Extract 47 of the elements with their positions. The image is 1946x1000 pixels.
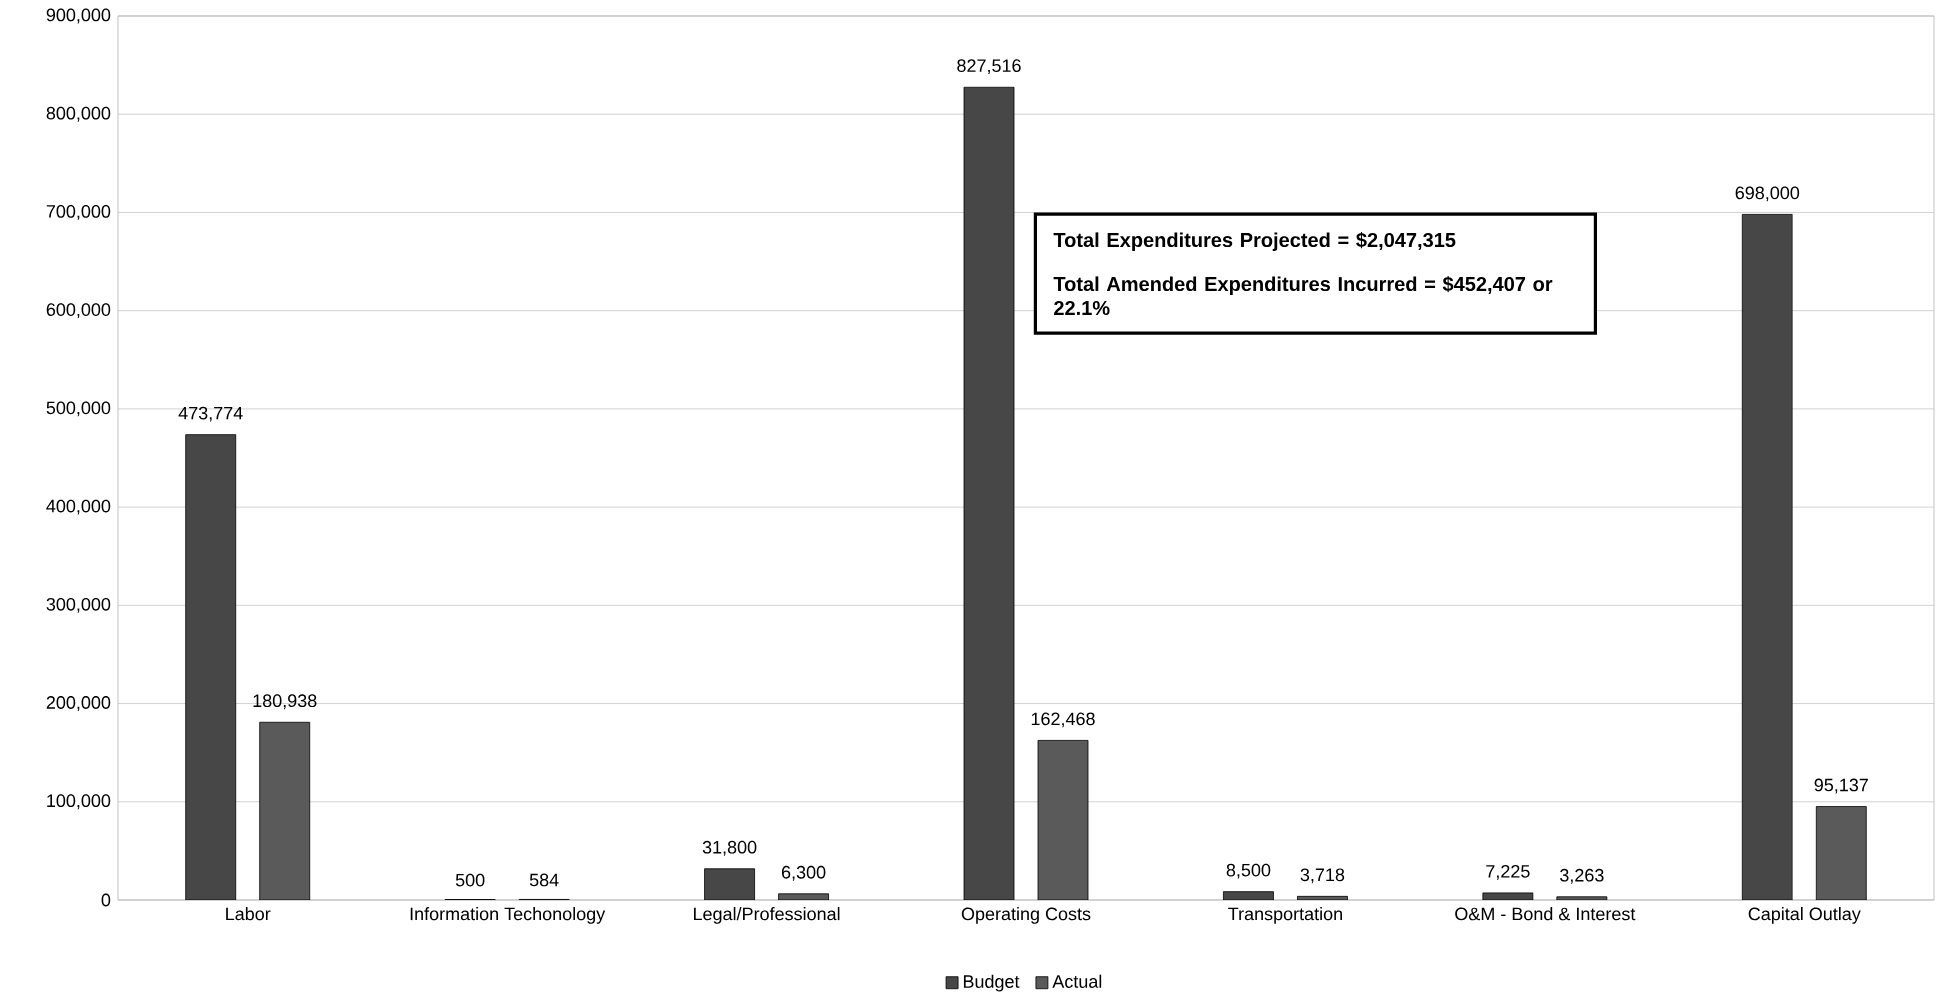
y-tick-label: 600,000 [46, 303, 111, 319]
data-label: 698,000 [1735, 186, 1800, 202]
bar [1741, 214, 1793, 900]
data-label: 31,800 [702, 840, 757, 856]
bar [704, 868, 755, 900]
data-label: 6,300 [781, 865, 826, 881]
data-label: 500 [455, 873, 485, 887]
y-tick-label: 800,000 [46, 106, 111, 122]
bar [259, 721, 311, 900]
bar [1037, 740, 1089, 900]
data-label: 3,263 [1560, 868, 1604, 884]
y-tick-label: 400,000 [46, 499, 111, 515]
data-label: 162,468 [1031, 712, 1095, 728]
bar [778, 893, 829, 900]
bar [1815, 806, 1867, 900]
data-label: 8,500 [1226, 863, 1271, 879]
data-label: 584 [529, 873, 559, 887]
y-tick-label: 200,000 [46, 696, 111, 711]
x-tick-label: Operating Costs [961, 907, 1091, 924]
bar [185, 434, 237, 900]
data-label: 473,774 [178, 406, 243, 422]
bar [1297, 895, 1348, 900]
x-tick-label: Legal/Professional [694, 907, 840, 924]
x-tick-label: Capital Outlay [1748, 907, 1861, 924]
x-tick-label: O&M - Bond & Interest [1455, 907, 1636, 921]
data-label: 180,938 [253, 694, 317, 710]
y-tick-label: 500,000 [46, 401, 111, 417]
bar [1223, 891, 1274, 900]
data-label: 7,225 [1486, 864, 1530, 880]
bar [1556, 896, 1608, 900]
data-label: 95,137 [1814, 778, 1868, 794]
data-label: 3,718 [1300, 868, 1345, 884]
x-tick-label: Information Techonology [410, 907, 606, 924]
bar [963, 86, 1015, 900]
legend-label: Budget [963, 974, 1020, 992]
y-tick-label: 700,000 [46, 205, 111, 220]
annotation: Total Amended Expenditures Incurred = $452,407 or 22.1% [1053, 276, 1553, 316]
bar [1482, 892, 1534, 900]
x-tick-label: Transportation [1228, 907, 1342, 924]
x-tick-label: Labor [226, 907, 271, 921]
y-tick-label: 900,000 [46, 8, 111, 24]
data-label: 827,516 [957, 59, 1021, 75]
y-tick-label: 100,000 [47, 794, 111, 810]
legend-label: Actual [1052, 974, 1102, 988]
y-tick-label: 300,000 [46, 597, 111, 613]
annotation: Total Expenditures Projected = $2,047,315 [1053, 232, 1456, 252]
y-tick-label: 0 [101, 893, 111, 907]
